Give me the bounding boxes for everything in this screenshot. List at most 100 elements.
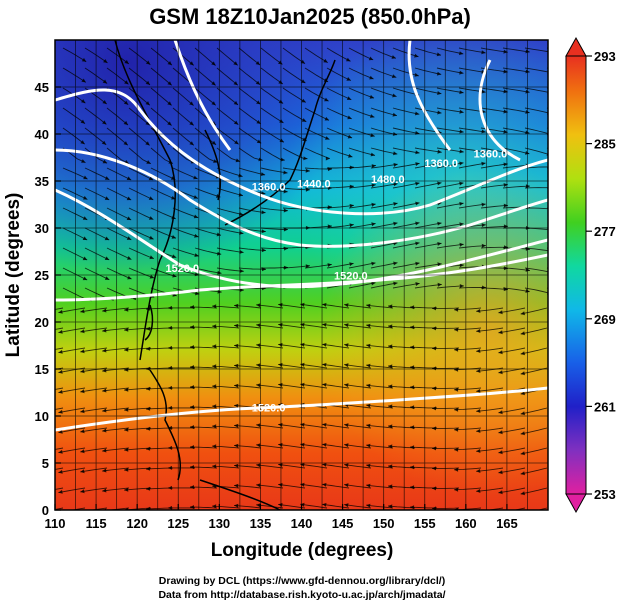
colorbar-tick-label: 293	[594, 49, 616, 64]
streamline	[62, 107, 86, 124]
streamline-arrow	[503, 69, 508, 74]
streamline-arrow	[481, 129, 486, 134]
streamline	[520, 307, 548, 315]
streamline	[212, 445, 240, 449]
streamline-arrow	[104, 276, 110, 280]
streamline	[216, 247, 244, 253]
streamline	[172, 87, 194, 106]
streamline-arrow	[520, 471, 525, 476]
streamline	[234, 344, 262, 349]
streamline-arrow	[211, 140, 217, 145]
streamline	[454, 327, 482, 331]
streamline-arrow	[393, 182, 398, 187]
streamline-arrow	[388, 484, 393, 489]
streamline	[172, 107, 194, 126]
streamline	[106, 67, 129, 85]
streamline-arrow	[255, 61, 260, 65]
streamline	[106, 187, 132, 201]
streamline	[392, 87, 420, 96]
streamline	[348, 87, 375, 99]
streamline-arrow	[459, 284, 464, 288]
streamline-arrow	[37, 430, 41, 434]
streamline	[238, 147, 263, 161]
streamline	[55, 447, 64, 450]
streamline-arrow	[127, 256, 132, 260]
y-tick-label: 30	[35, 221, 49, 236]
streamline-arrow	[168, 425, 173, 430]
streamline	[189, 326, 218, 329]
streamline	[392, 162, 420, 169]
streamline-arrow	[82, 256, 88, 261]
streamline	[102, 387, 130, 392]
streamline-arrow	[104, 196, 110, 200]
streamline-arrow	[80, 119, 85, 124]
x-tick-label: 125	[167, 516, 189, 531]
streamline-arrow	[124, 347, 129, 352]
streamline-arrow	[233, 100, 238, 105]
streamline	[480, 87, 508, 93]
streamline	[234, 444, 262, 449]
streamline	[409, 466, 438, 469]
streamline	[128, 147, 151, 165]
streamline-arrow	[278, 362, 283, 367]
streamline	[106, 47, 130, 65]
streamline	[216, 187, 244, 197]
streamline	[80, 387, 108, 393]
streamline-arrow	[278, 382, 283, 387]
streamline	[392, 147, 420, 154]
streamline	[212, 485, 240, 489]
streamline	[189, 366, 218, 369]
streamline	[409, 366, 438, 369]
streamline-arrow	[256, 423, 261, 428]
streamline-arrow	[212, 444, 217, 449]
streamline-arrow	[256, 363, 261, 368]
streamline-arrow	[348, 153, 353, 158]
streamline	[502, 147, 530, 155]
streamline	[62, 287, 88, 301]
streamline	[388, 325, 416, 329]
streamline-arrow	[283, 208, 288, 213]
coastline-new-guinea	[199, 479, 281, 510]
streamline	[498, 307, 526, 314]
streamline	[55, 347, 64, 350]
streamline-arrow	[322, 502, 327, 507]
y-tick-label: 45	[35, 80, 49, 95]
x-tick-label: 155	[414, 516, 436, 531]
streamline	[300, 463, 328, 469]
streamline-arrow	[459, 129, 464, 134]
streamline	[58, 387, 86, 394]
streamline	[414, 222, 442, 229]
streamline	[458, 245, 486, 249]
streamline	[344, 384, 372, 389]
streamline	[458, 67, 486, 73]
streamline-arrow	[256, 323, 261, 328]
streamline-arrow	[123, 120, 128, 125]
streamline	[300, 363, 328, 369]
x-tick-label: 145	[332, 516, 354, 531]
streamline	[480, 204, 508, 209]
streamline-arrow	[82, 236, 88, 240]
streamline	[260, 47, 283, 65]
streamline-arrow	[498, 350, 503, 355]
streamline	[458, 203, 486, 209]
contour-line-north-2	[407, 40, 452, 151]
streamline	[238, 87, 261, 105]
streamline-arrow	[213, 159, 218, 163]
streamline-arrow	[410, 505, 415, 510]
streamline	[128, 107, 150, 126]
streamline	[366, 404, 394, 409]
streamline-arrow	[410, 345, 415, 350]
streamline	[212, 325, 240, 329]
streamline-arrow	[234, 503, 239, 508]
streamline-arrow	[212, 304, 217, 309]
streamline	[480, 147, 508, 154]
streamline-arrow	[82, 216, 88, 220]
streamline	[260, 127, 285, 143]
streamline-arrow	[432, 426, 437, 431]
credit-line-drawing: Drawing by DCL (https://www.gfd-dennou.o…	[159, 575, 445, 587]
contour-labels: 1360.0 1360.0 1360.0 1440.0 1520.0 1480.0 1520…	[166, 149, 508, 415]
streamline-arrow	[256, 120, 261, 124]
streamline	[436, 285, 464, 289]
streamline	[414, 147, 442, 153]
streamline	[282, 246, 311, 249]
